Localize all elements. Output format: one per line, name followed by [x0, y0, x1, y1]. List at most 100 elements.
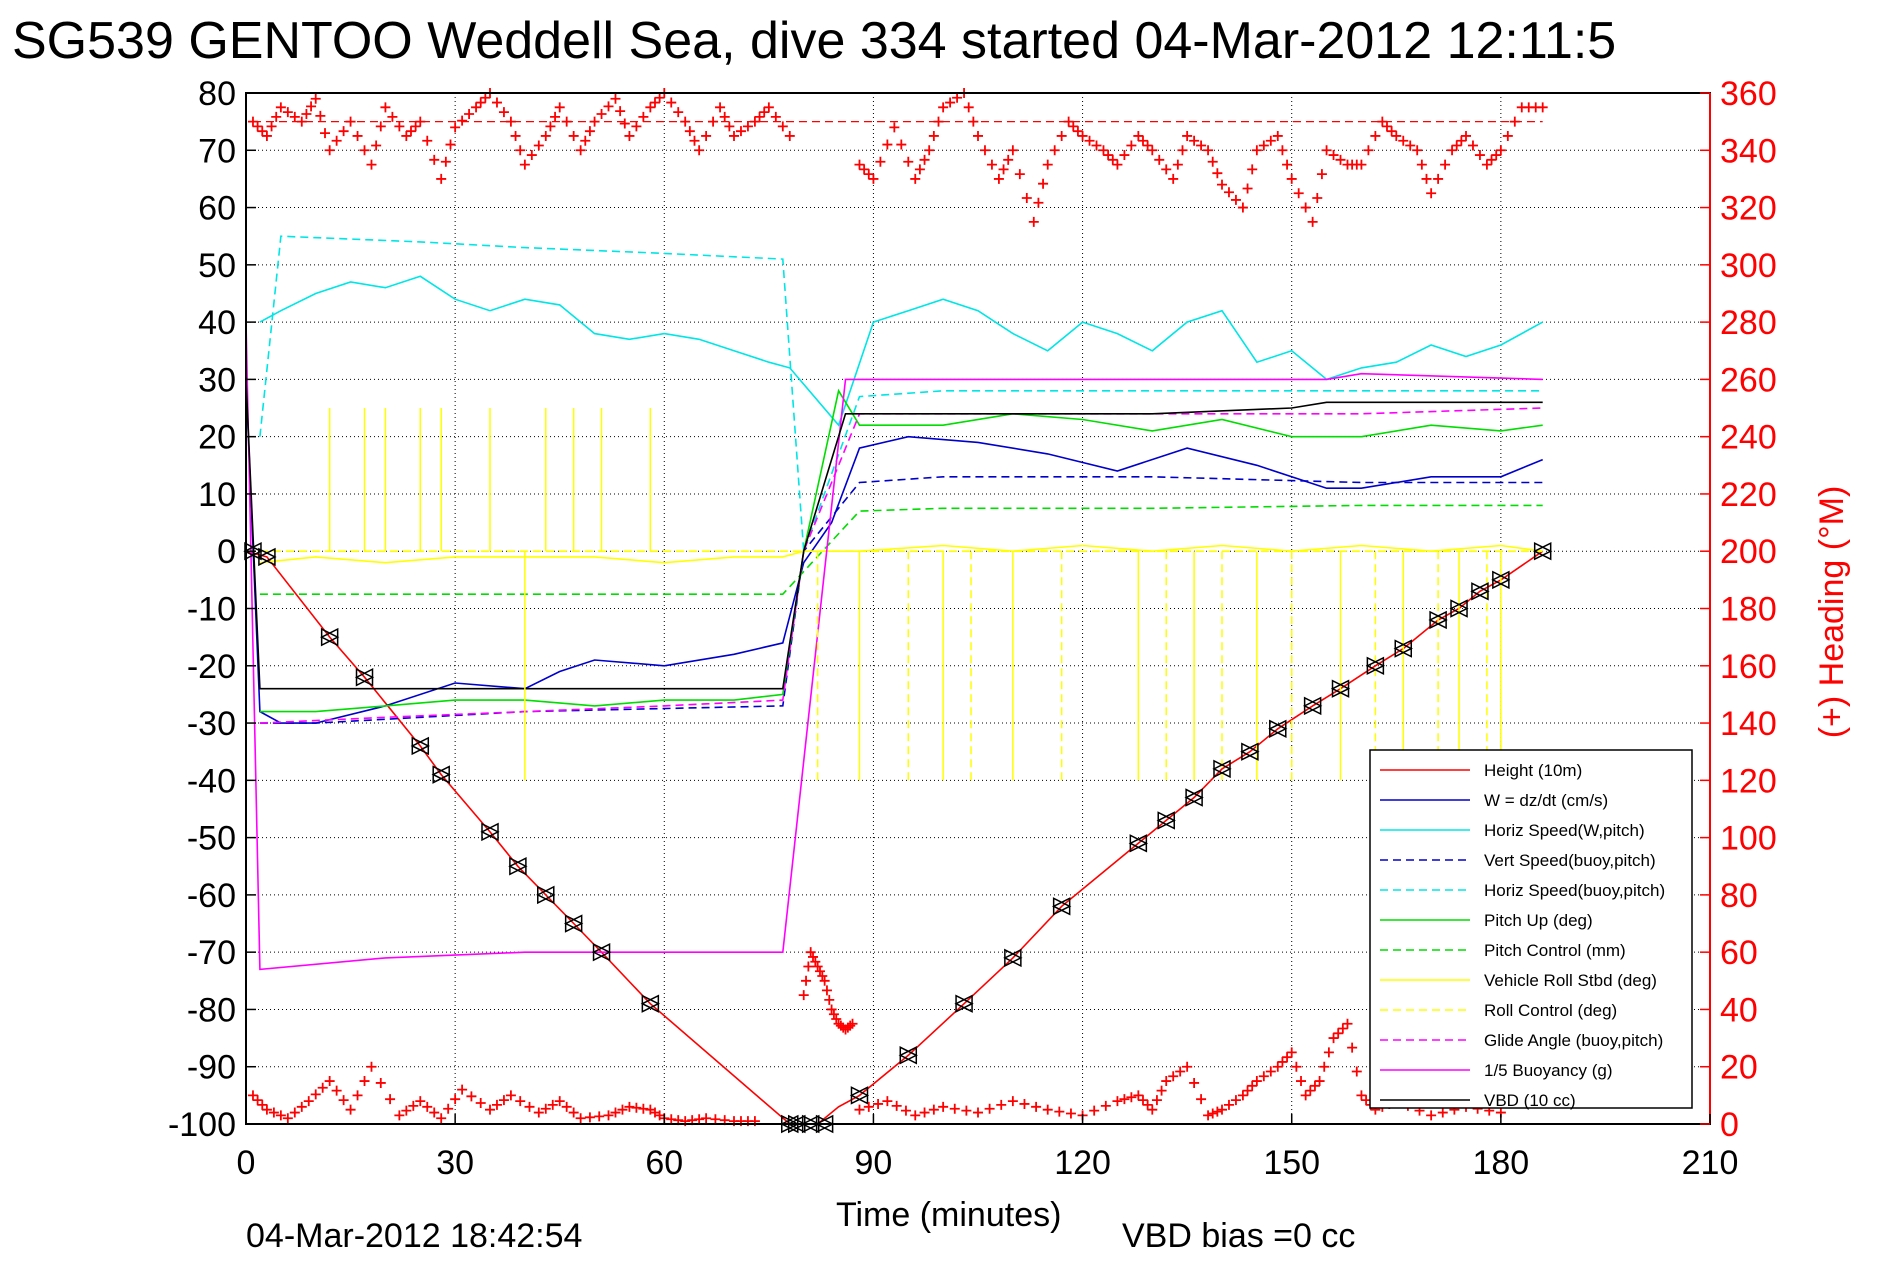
- heading-point-2-2-0: [812, 961, 823, 972]
- heading-point-1-10-1: [1033, 197, 1044, 208]
- heading-point-3-3-0: [303, 1096, 314, 1107]
- heading-point-0-18-2: [568, 130, 579, 141]
- y2-tick-label-18: 0: [1720, 1106, 1739, 1144]
- heading-point-1-13-1: [1084, 135, 1095, 146]
- heading-point-0-9-2: [410, 121, 421, 132]
- heading-point-1-7-0: [973, 130, 983, 141]
- heading-point-3-4-1: [331, 1085, 342, 1096]
- heading-point-0-4-0: [310, 93, 321, 104]
- heading-point-1-2-1: [896, 139, 907, 150]
- heading-point-4-4-1: [984, 1103, 995, 1114]
- heading-point-3-15-0: [575, 1113, 586, 1124]
- heading-point-4-18-0: [1286, 1047, 1297, 1058]
- y2-tick-label-7: 220: [1720, 476, 1777, 514]
- heading-point-1-14-1: [1103, 150, 1114, 161]
- heading-point-4-22-0: [1342, 1018, 1353, 1029]
- y-tick-label-12: -40: [187, 762, 236, 800]
- heading-point-2-1-2: [810, 956, 821, 967]
- heading-point-1-2-0: [889, 122, 900, 133]
- marker-descent-b-11: [640, 994, 660, 1013]
- heading-point-4-9-2: [1142, 1099, 1153, 1110]
- heading-point-4-1-0: [882, 1096, 893, 1107]
- marker-descent-b-7: [508, 857, 527, 876]
- heading-point-1-11-0: [1042, 159, 1053, 170]
- heading-point-1-36-2: [1491, 150, 1502, 161]
- heading-point-3-3-2: [317, 1082, 328, 1093]
- heading-point-4-0-1: [863, 1101, 874, 1112]
- heading-point-3-0-1: [252, 1095, 263, 1106]
- heading-point-4-8-2: [1126, 1092, 1137, 1103]
- heading-point-0-1-1: [266, 121, 277, 132]
- heading-point-4-2-2: [928, 1104, 939, 1115]
- heading-point-0-20-1: [596, 109, 607, 120]
- heading-point-1-36-0: [1481, 159, 1492, 170]
- heading-point-3-11-2: [498, 1095, 509, 1106]
- heading-point-1-26-0: [1307, 216, 1318, 227]
- heading-point-0-4-1: [315, 110, 326, 121]
- heading-point-4-22-1: [1347, 1042, 1358, 1053]
- heading-point-1-19-0: [1182, 130, 1193, 141]
- heading-point-0-3-2: [306, 101, 317, 112]
- heading-point-0-5-2: [338, 126, 349, 137]
- heading-point-4-19-0: [1300, 1090, 1311, 1101]
- x-tick-label-0: 0: [237, 1144, 256, 1182]
- heading-point-3-15-1: [584, 1112, 595, 1123]
- heading-point-1-19-1: [1189, 135, 1200, 146]
- series-line-vert_speed: [259, 475, 1543, 724]
- heading-point-1-1-1: [875, 156, 886, 167]
- heading-point-1-17-0: [1147, 145, 1158, 156]
- heading-point-1-35-0: [1461, 130, 1471, 141]
- heading-point-1-15-2: [1126, 140, 1137, 151]
- heading-point-1-14-2: [1107, 154, 1118, 165]
- heading-point-4-6-1: [1054, 1106, 1065, 1117]
- y-tick-label-16: -80: [187, 991, 236, 1029]
- heading-point-0-0-0: [247, 116, 258, 127]
- heading-point-1-27-0: [1321, 145, 1332, 156]
- heading-point-0-17-2: [550, 111, 561, 122]
- heading-point-0-7-1: [371, 140, 382, 151]
- heading-point-3-5-2: [359, 1076, 370, 1087]
- heading-point-4-20-0: [1314, 1076, 1325, 1087]
- y2-tick-label-1: 340: [1720, 132, 1777, 170]
- heading-point-4-12-0: [1182, 1061, 1193, 1072]
- heading-point-4-11-2: [1175, 1066, 1186, 1077]
- heading-point-4-13-2: [1212, 1106, 1223, 1117]
- y-tick-label-7: 10: [198, 476, 236, 514]
- heading-point-1-18-2: [1177, 145, 1188, 156]
- marker-ascent-b-13: [1365, 656, 1385, 675]
- heading-point-0-29-0: [749, 116, 760, 127]
- heading-point-1-20-0: [1203, 145, 1214, 156]
- heading-point-3-14-0: [554, 1096, 565, 1107]
- heading-point-3-4-2: [338, 1095, 349, 1106]
- heading-point-0-15-0: [505, 116, 516, 127]
- heading-point-4-21-2: [1337, 1023, 1348, 1034]
- heading-point-0-30-2: [777, 121, 788, 132]
- heading-point-1-13-2: [1091, 140, 1102, 151]
- heading-point-1-22-2: [1247, 164, 1258, 175]
- heading-point-3-9-0: [436, 1113, 447, 1124]
- y-tick-label-5: 30: [198, 361, 236, 399]
- heading-point-2-4-2: [831, 1013, 842, 1024]
- x-tick-label-3: 90: [855, 1144, 893, 1182]
- x-tick-label-6: 180: [1472, 1144, 1529, 1182]
- heading-point-4-15-2: [1247, 1080, 1258, 1091]
- heading-point-1-10-0: [1028, 216, 1039, 227]
- heading-point-3-8-2: [429, 1107, 440, 1118]
- heading-point-1-0-2: [863, 169, 874, 180]
- heading-point-1-31-0: [1391, 130, 1402, 141]
- heading-point-0-8-2: [394, 121, 405, 132]
- heading-point-0-0-2: [257, 126, 268, 137]
- heading-point-4-19-2: [1309, 1080, 1320, 1091]
- y-tick-label-10: -20: [187, 648, 236, 686]
- heading-point-3-15-2: [594, 1111, 605, 1122]
- heading-point-1-34-0: [1447, 145, 1458, 156]
- y2-tick-label-6: 240: [1720, 419, 1777, 457]
- heading-point-0-12-2: [464, 109, 475, 120]
- heading-point-3-1-2: [275, 1110, 286, 1121]
- heading-point-0-13-0: [471, 102, 482, 113]
- heading-point-3-3-1: [310, 1089, 321, 1100]
- y2-axis-label: (+) Heading (°M): [1813, 486, 1851, 739]
- heading-point-1-37-2: [1509, 116, 1520, 127]
- heading-point-0-22-0: [624, 130, 635, 141]
- legend-label-horiz_speed: Horiz Speed(W,pitch): [1484, 821, 1645, 840]
